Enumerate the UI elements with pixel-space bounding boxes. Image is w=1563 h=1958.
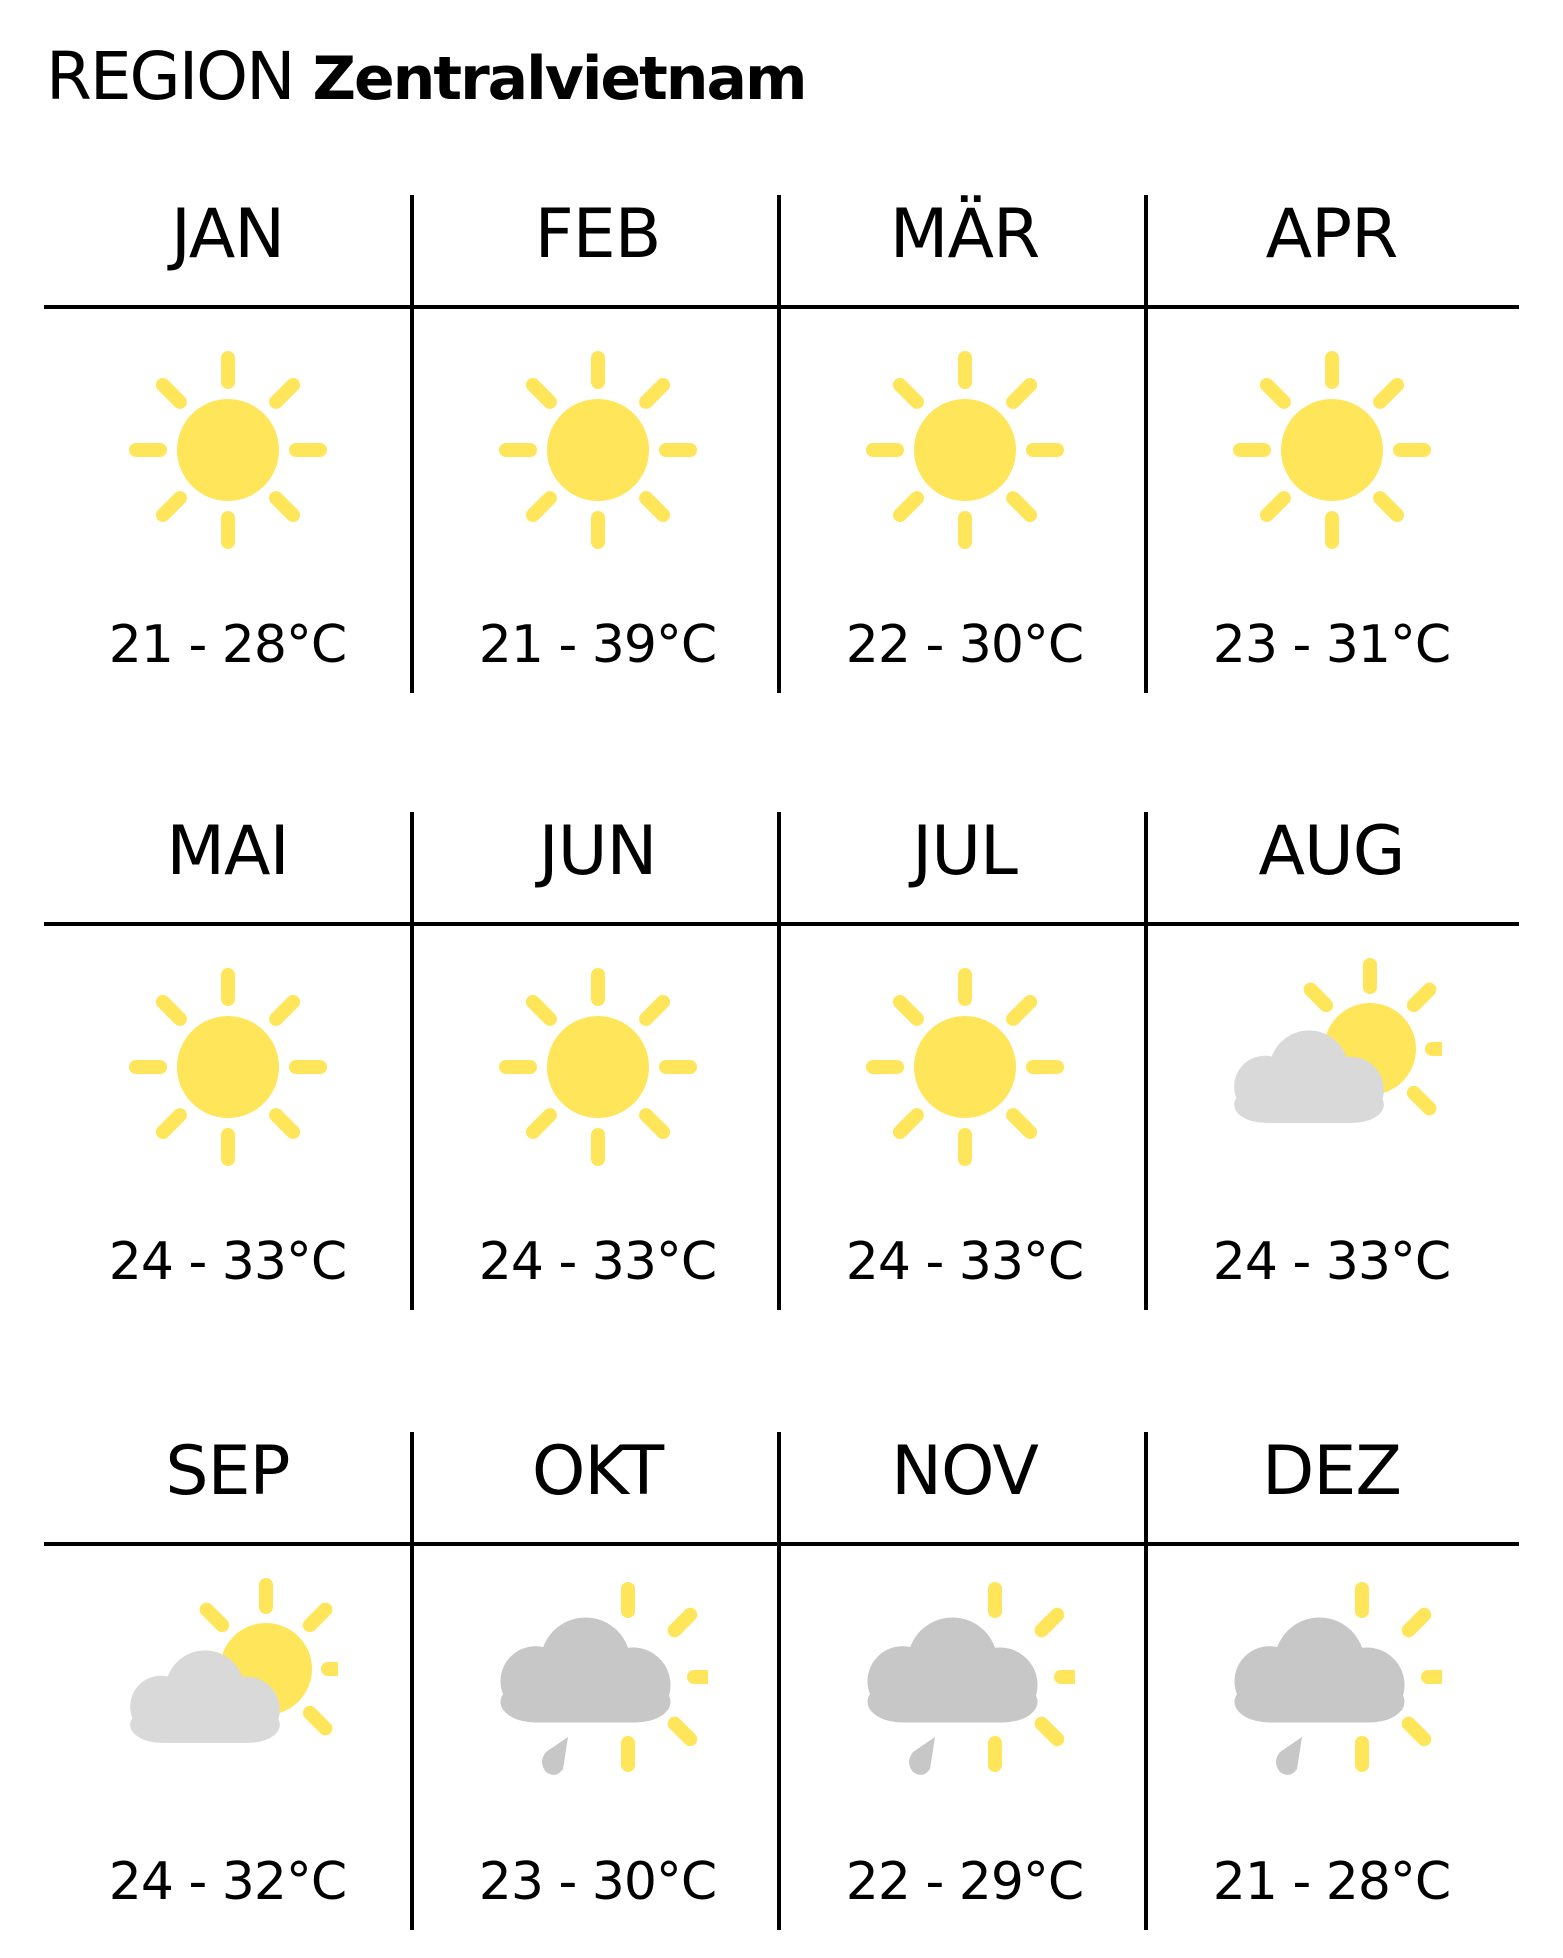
rain-cloud-sun-icon: [867, 1582, 1075, 1775]
month-label: OKT: [531, 1432, 664, 1511]
temperature-range: 24 - 33°C: [478, 1232, 717, 1292]
month-label: MÄR: [889, 195, 1040, 274]
column-divider: [410, 812, 414, 1310]
month-label: JUL: [912, 812, 1018, 891]
temperature-range: 24 - 33°C: [1212, 1232, 1451, 1292]
month-label: DEZ: [1262, 1432, 1402, 1511]
sun-icon: [128, 351, 327, 549]
sun-icon: [865, 968, 1064, 1166]
month-cell: MÄR 22 - 30°C: [781, 195, 1148, 695]
month-cell: JUN 24 - 33°C: [414, 812, 781, 1312]
month-label: FEB: [534, 195, 662, 274]
column-divider: [777, 812, 781, 1310]
header-divider: [44, 1542, 1519, 1546]
month-label: AUG: [1258, 812, 1406, 891]
month-label: MAI: [166, 812, 289, 891]
column-divider: [410, 1432, 414, 1930]
temperature-range: 24 - 33°C: [108, 1232, 347, 1292]
temperature-range: 23 - 30°C: [478, 1852, 717, 1912]
sun-icon: [128, 968, 327, 1166]
rain-cloud-sun-icon: [500, 1582, 708, 1775]
month-label: JAN: [170, 195, 285, 274]
month-row: JAN 21 - 28°C FEB 21 - 39°C MÄR 22 - 30°…: [44, 195, 1519, 695]
region-name: Zentralvietnam: [312, 44, 807, 114]
temperature-range: 21 - 39°C: [478, 615, 717, 675]
month-cell: NOV 22 - 29°C: [781, 1432, 1148, 1932]
month-label: SEP: [165, 1432, 290, 1511]
partly-cloudy-icon: [129, 1578, 338, 1743]
month-label: JUN: [538, 812, 658, 891]
month-cell: MAI 24 - 33°C: [44, 812, 411, 1312]
month-cell: JUL 24 - 33°C: [781, 812, 1148, 1312]
page-title: REGION Zentralvietnam: [46, 38, 808, 115]
temperature-range: 21 - 28°C: [108, 615, 347, 675]
temperature-range: 22 - 29°C: [845, 1852, 1084, 1912]
sun-icon: [865, 351, 1064, 549]
month-cell: OKT 23 - 30°C: [414, 1432, 781, 1932]
month-cell: AUG 24 - 33°C: [1148, 812, 1515, 1312]
temperature-range: 21 - 28°C: [1212, 1852, 1451, 1912]
month-row: SEP 24 - 32°C OKT 23 - 30°C NOV 22 - 29°…: [44, 1432, 1519, 1932]
temperature-range: 24 - 33°C: [845, 1232, 1084, 1292]
title-prefix: REGION: [46, 38, 295, 115]
temperature-range: 24 - 32°C: [108, 1852, 347, 1912]
temperature-range: 22 - 30°C: [845, 615, 1084, 675]
month-cell: FEB 21 - 39°C: [414, 195, 781, 695]
column-divider: [777, 1432, 781, 1930]
header-divider: [44, 922, 1519, 926]
month-cell: APR 23 - 31°C: [1148, 195, 1515, 695]
month-row: MAI 24 - 33°C JUN 24 - 33°C JUL 24 - 33°…: [44, 812, 1519, 1312]
rain-cloud-sun-icon: [1234, 1582, 1442, 1775]
sun-icon: [498, 968, 697, 1166]
month-label: APR: [1265, 195, 1399, 274]
month-label: NOV: [891, 1432, 1039, 1511]
sun-icon: [498, 351, 697, 549]
month-cell: SEP 24 - 32°C: [44, 1432, 411, 1932]
column-divider: [777, 195, 781, 693]
sun-icon: [1232, 351, 1431, 549]
temperature-range: 23 - 31°C: [1212, 615, 1451, 675]
month-cell: JAN 21 - 28°C: [44, 195, 411, 695]
header-divider: [44, 305, 1519, 309]
column-divider: [1144, 1432, 1148, 1930]
column-divider: [410, 195, 414, 693]
partly-cloudy-icon: [1233, 958, 1442, 1123]
month-cell: DEZ 21 - 28°C: [1148, 1432, 1515, 1932]
column-divider: [1144, 812, 1148, 1310]
column-divider: [1144, 195, 1148, 693]
